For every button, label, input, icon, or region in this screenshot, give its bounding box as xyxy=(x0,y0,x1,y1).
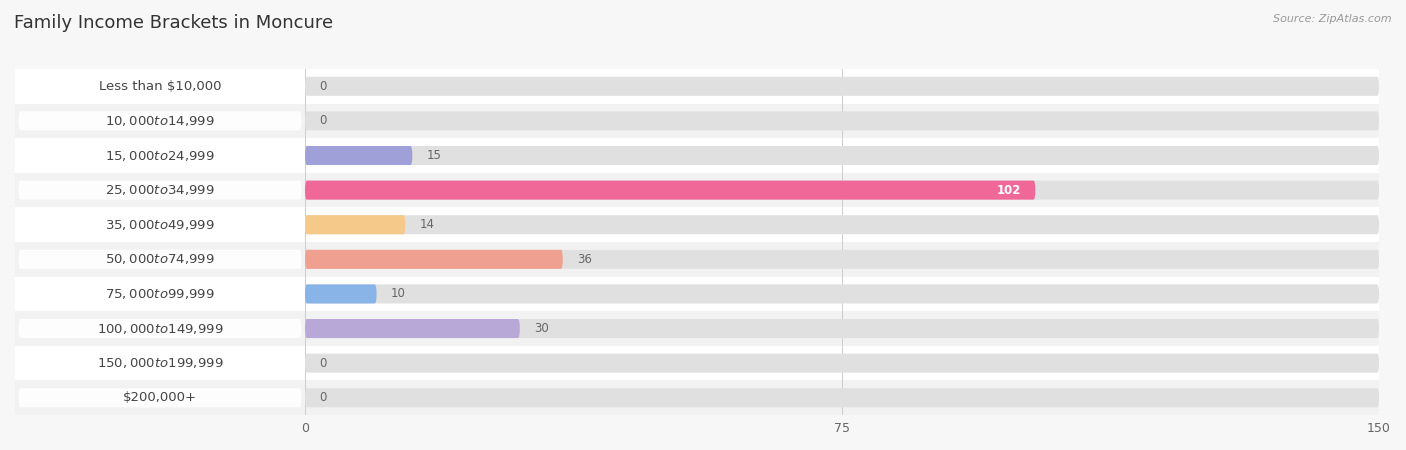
Text: $200,000+: $200,000+ xyxy=(122,391,197,404)
Text: $25,000 to $34,999: $25,000 to $34,999 xyxy=(105,183,215,197)
FancyBboxPatch shape xyxy=(18,284,301,303)
FancyBboxPatch shape xyxy=(305,112,1379,130)
FancyBboxPatch shape xyxy=(15,380,1379,415)
FancyBboxPatch shape xyxy=(305,180,1035,200)
FancyBboxPatch shape xyxy=(305,319,1379,338)
FancyBboxPatch shape xyxy=(15,277,1379,311)
Text: 36: 36 xyxy=(576,253,592,266)
Text: $150,000 to $199,999: $150,000 to $199,999 xyxy=(97,356,224,370)
Text: $100,000 to $149,999: $100,000 to $149,999 xyxy=(97,322,224,336)
FancyBboxPatch shape xyxy=(305,146,412,165)
Text: $10,000 to $14,999: $10,000 to $14,999 xyxy=(105,114,215,128)
Text: 0: 0 xyxy=(319,357,326,369)
Text: 0: 0 xyxy=(319,80,326,93)
FancyBboxPatch shape xyxy=(15,104,1379,138)
FancyBboxPatch shape xyxy=(15,173,1379,207)
FancyBboxPatch shape xyxy=(15,242,1379,277)
Text: Less than $10,000: Less than $10,000 xyxy=(98,80,221,93)
Text: 30: 30 xyxy=(534,322,548,335)
FancyBboxPatch shape xyxy=(305,319,520,338)
FancyBboxPatch shape xyxy=(15,311,1379,346)
FancyBboxPatch shape xyxy=(18,77,301,96)
FancyBboxPatch shape xyxy=(15,346,1379,380)
FancyBboxPatch shape xyxy=(15,69,1379,104)
FancyBboxPatch shape xyxy=(18,250,301,269)
FancyBboxPatch shape xyxy=(305,388,1379,407)
Text: Source: ZipAtlas.com: Source: ZipAtlas.com xyxy=(1274,14,1392,23)
Text: 15: 15 xyxy=(427,149,441,162)
FancyBboxPatch shape xyxy=(305,215,1379,234)
FancyBboxPatch shape xyxy=(15,138,1379,173)
FancyBboxPatch shape xyxy=(305,146,1379,165)
FancyBboxPatch shape xyxy=(305,250,1379,269)
FancyBboxPatch shape xyxy=(305,284,1379,303)
FancyBboxPatch shape xyxy=(18,354,301,373)
FancyBboxPatch shape xyxy=(18,388,301,407)
FancyBboxPatch shape xyxy=(305,77,1379,96)
FancyBboxPatch shape xyxy=(305,284,377,303)
FancyBboxPatch shape xyxy=(18,112,301,130)
FancyBboxPatch shape xyxy=(305,180,1379,200)
Text: 0: 0 xyxy=(319,114,326,127)
Text: 102: 102 xyxy=(997,184,1021,197)
Text: $75,000 to $99,999: $75,000 to $99,999 xyxy=(105,287,215,301)
FancyBboxPatch shape xyxy=(305,250,562,269)
FancyBboxPatch shape xyxy=(18,215,301,234)
FancyBboxPatch shape xyxy=(18,319,301,338)
Text: $50,000 to $74,999: $50,000 to $74,999 xyxy=(105,252,215,266)
Text: Family Income Brackets in Moncure: Family Income Brackets in Moncure xyxy=(14,14,333,32)
Text: $15,000 to $24,999: $15,000 to $24,999 xyxy=(105,148,215,162)
Text: 10: 10 xyxy=(391,288,406,301)
Text: $35,000 to $49,999: $35,000 to $49,999 xyxy=(105,218,215,232)
Text: 14: 14 xyxy=(419,218,434,231)
Text: 0: 0 xyxy=(319,391,326,404)
FancyBboxPatch shape xyxy=(18,180,301,200)
FancyBboxPatch shape xyxy=(305,354,1379,373)
FancyBboxPatch shape xyxy=(305,215,405,234)
FancyBboxPatch shape xyxy=(18,146,301,165)
FancyBboxPatch shape xyxy=(15,207,1379,242)
